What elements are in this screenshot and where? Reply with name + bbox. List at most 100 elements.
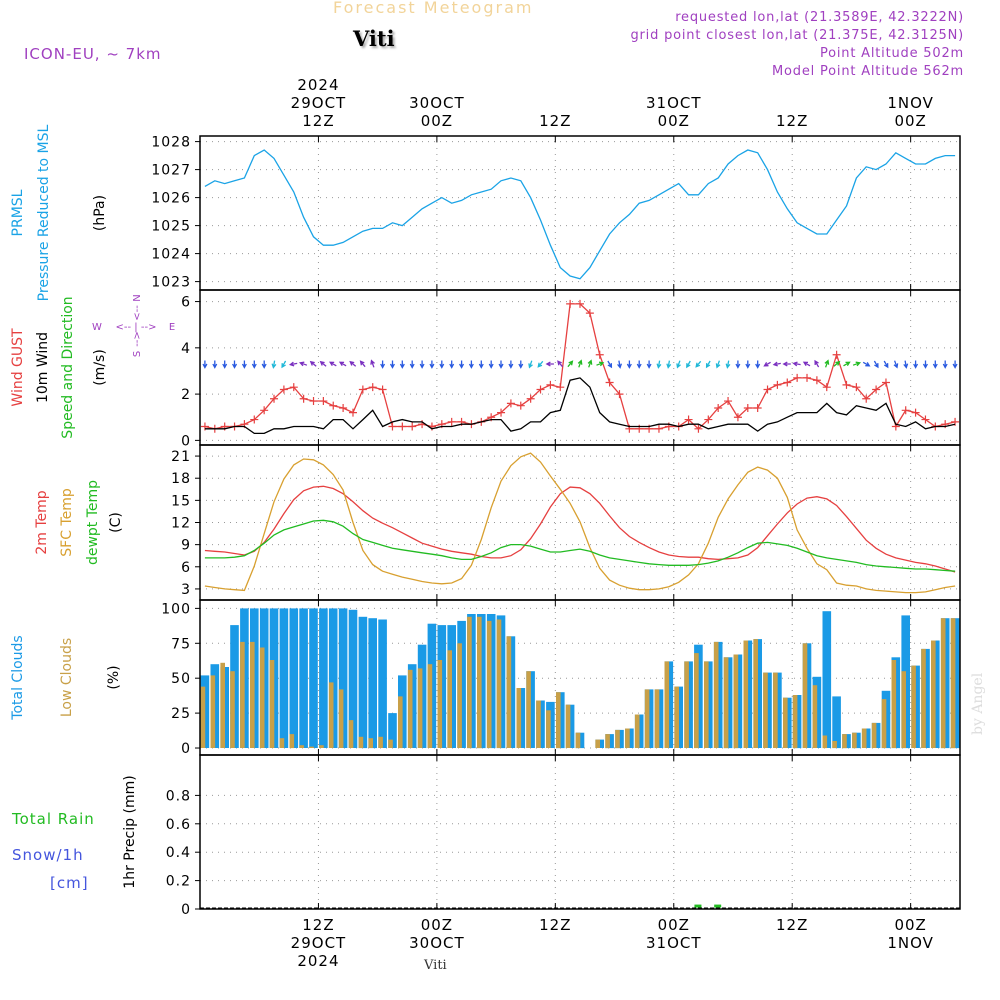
low-clouds-bar — [417, 668, 423, 748]
wind-gust-marker — [566, 299, 575, 308]
wind-direction-arrow — [755, 360, 761, 369]
precip-rain-bar — [714, 904, 722, 908]
wind-ytick-label: 4 — [181, 341, 191, 357]
clouds-ytick-label: 50 — [171, 671, 191, 687]
low-clouds-bar — [704, 661, 709, 748]
wind-gust-marker — [743, 403, 752, 412]
wind-direction-arrow — [251, 360, 257, 369]
low-clouds-bar — [694, 653, 699, 749]
wind-direction-arrow — [459, 360, 465, 369]
wind-gust-marker — [605, 378, 614, 387]
wind-direction-arrow — [833, 360, 841, 367]
bottom-time-label: 12Z — [302, 916, 334, 934]
wind-gust-marker — [654, 424, 663, 433]
low-clouds-bar — [901, 671, 906, 748]
wind-gust-marker — [911, 408, 920, 417]
wind-direction-arrow — [222, 360, 228, 369]
total-clouds-bar — [279, 608, 289, 748]
total-clouds-bar — [822, 611, 832, 748]
wind-direction-arrow — [261, 360, 267, 369]
wind-direction-arrow — [488, 360, 494, 369]
low-clouds-bar — [595, 739, 600, 748]
bottom-time-label: 29OCT — [291, 934, 347, 952]
wind-direction-arrow — [537, 360, 544, 368]
wind-gust-marker — [408, 422, 417, 431]
low-clouds-bar — [802, 643, 808, 748]
total-clouds-bar — [319, 608, 328, 748]
wind-direction-arrow — [232, 360, 238, 369]
wind-gust-marker — [852, 383, 861, 392]
wind-direction-arrow — [288, 361, 298, 367]
top-time-label: 00Z — [658, 112, 690, 130]
wind-gust-marker — [733, 413, 742, 422]
wind-direction-arrow — [309, 360, 317, 367]
wind-gust-marker — [506, 399, 515, 408]
product-title: Forecast Meteogram — [333, 0, 534, 17]
wind-direction-arrow — [705, 360, 711, 369]
wind-gust-marker — [872, 385, 881, 394]
compass-ew-arrows: <-- | --> — [116, 322, 157, 333]
model-altitude-label: Model Point Altitude 562m — [772, 64, 964, 79]
precip-ytick-label: 0.4 — [166, 845, 191, 861]
clouds-ytick-label: 25 — [171, 706, 191, 722]
data-layer — [200, 149, 960, 909]
wind-wind10m-line — [204, 377, 956, 435]
wind-gust-marker — [753, 403, 762, 412]
wind-gust-marker — [536, 385, 545, 394]
wind-gust-marker — [329, 401, 338, 410]
wind-direction-arrow — [338, 361, 347, 367]
temperature-ytick-label: 15 — [171, 493, 191, 509]
top-time-label: 2024 — [297, 76, 339, 94]
wind-gust-marker — [546, 380, 555, 389]
low-clouds-bar — [398, 696, 403, 749]
wind-direction-arrow — [824, 359, 830, 368]
bottom-time-label: 31OCT — [646, 934, 702, 952]
wind-direction-arrow — [676, 360, 681, 369]
wind-direction-arrow — [508, 360, 514, 369]
top-time-label: 00Z — [421, 112, 453, 130]
low-clouds-bar — [852, 732, 857, 749]
wind-gust-marker — [615, 390, 624, 399]
temperature-ytick-label: 21 — [171, 449, 191, 465]
wind-direction-arrow — [587, 359, 593, 368]
clouds-ytick-label: 0 — [181, 741, 191, 757]
wind-direction-arrow — [656, 360, 662, 369]
wind-direction-arrow — [449, 360, 455, 369]
wind-gust-marker — [289, 383, 298, 392]
wind-direction-arrow — [212, 360, 218, 369]
top-time-label: 29OCT — [291, 94, 347, 112]
wind-direction-arrow — [299, 361, 308, 367]
precip-ytick-label: 0.2 — [166, 874, 191, 890]
low-clouds-bar — [437, 660, 443, 748]
pressure-ytick-label: 1026 — [151, 191, 191, 207]
wind-direction-arrow — [202, 360, 208, 369]
wind-direction-arrow — [772, 361, 781, 367]
wind-gust-marker — [812, 376, 821, 385]
pressure-ytick-label: 1024 — [151, 247, 191, 263]
wind-direction-arrow — [715, 360, 721, 369]
wind-direction-arrow — [498, 360, 504, 369]
wind-direction-arrow — [745, 360, 751, 369]
temperature-ytick-label: 12 — [171, 516, 191, 532]
low-clouds-bar — [644, 689, 650, 748]
low-clouds-bar — [526, 671, 531, 748]
low-clouds-bar — [753, 639, 758, 748]
wind-gust-marker — [398, 422, 407, 431]
wind-gust-marker — [724, 397, 733, 406]
footer-location-label: Viti — [424, 958, 447, 973]
wind-gust-marker — [684, 415, 693, 424]
bottom-time-label: 12Z — [776, 916, 808, 934]
low-clouds-bar — [467, 616, 472, 749]
low-clouds-bar — [200, 686, 206, 748]
low-clouds-bar — [338, 689, 344, 748]
wind-direction-arrow — [439, 360, 445, 369]
low-clouds-bar — [881, 699, 887, 748]
wind-direction-arrow — [349, 360, 357, 367]
wind-direction-arrow — [617, 360, 623, 369]
low-clouds-bar — [407, 669, 413, 748]
compass-n-label: N — [132, 294, 143, 301]
wind-direction-arrow — [607, 360, 613, 369]
wind-direction-arrow — [883, 360, 889, 369]
wind-direction-arrow — [567, 360, 574, 368]
